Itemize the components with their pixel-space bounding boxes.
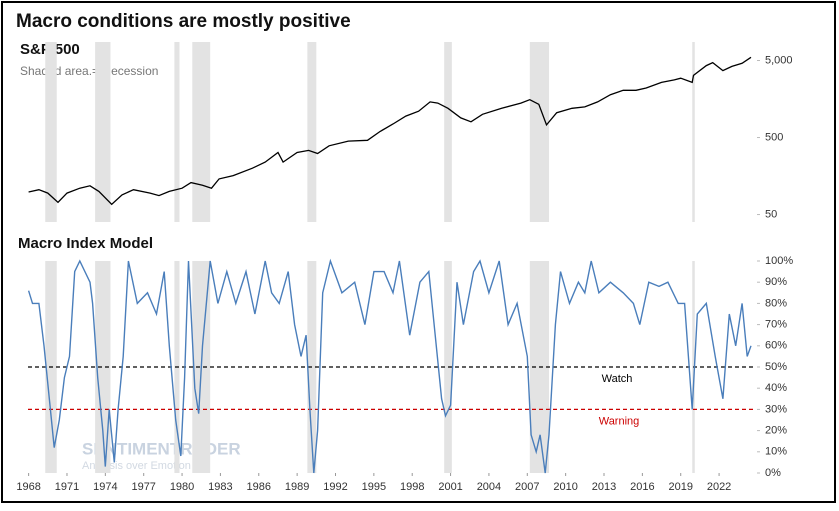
- recession-shade: [692, 42, 695, 222]
- x-tick-label: 1995: [362, 481, 386, 493]
- chart-title: Macro conditions are mostly positive: [16, 11, 351, 32]
- x-tick-label: 2019: [668, 481, 692, 493]
- y-tick-label: 50: [765, 208, 777, 220]
- threshold-label: Warning: [599, 415, 640, 427]
- recession-shade: [45, 42, 57, 222]
- y-tick-label: 80%: [765, 297, 787, 309]
- y-tick-label: 10%: [765, 446, 787, 458]
- x-tick-label: 1989: [285, 481, 309, 493]
- x-tick-label: 2001: [438, 481, 462, 493]
- series-line: [28, 56, 752, 206]
- x-tick-label: 1980: [170, 481, 194, 493]
- y-tick-label: 500: [765, 131, 783, 143]
- recession-shade: [174, 42, 180, 222]
- panel-title: Macro Index Model: [18, 235, 153, 252]
- y-tick-label: 0%: [765, 467, 781, 479]
- recession-shade: [95, 42, 111, 222]
- y-tick-label: 70%: [765, 319, 787, 331]
- y-tick-label: 60%: [765, 340, 787, 352]
- y-tick-label: 40%: [765, 382, 787, 394]
- x-tick-label: 1974: [93, 481, 117, 493]
- x-tick-label: 2004: [477, 481, 501, 493]
- x-tick-label: 1983: [208, 481, 232, 493]
- x-tick-label: 1998: [400, 481, 424, 493]
- x-tick-label: 1977: [131, 481, 155, 493]
- y-tick-label: 50%: [765, 361, 787, 373]
- x-tick-label: 1992: [323, 481, 347, 493]
- recession-shade: [192, 42, 211, 222]
- x-tick-label: 2010: [553, 481, 577, 493]
- x-tick-label: 1986: [247, 481, 271, 493]
- note: Shaded area.= Recession: [20, 64, 158, 78]
- y-tick-label: 90%: [765, 276, 787, 288]
- x-tick-label: 1968: [16, 481, 40, 493]
- recession-shade: [307, 42, 317, 222]
- x-tick-label: 2016: [630, 481, 654, 493]
- series-line: [27, 258, 752, 474]
- recession-shade: [95, 261, 111, 473]
- x-tick-label: 1971: [55, 481, 79, 493]
- y-tick-label: 30%: [765, 403, 787, 415]
- x-tick-label: 2022: [707, 481, 731, 493]
- threshold-label: Watch: [602, 373, 633, 385]
- y-tick-label: 100%: [765, 255, 793, 267]
- recession-shade: [529, 42, 550, 222]
- recession-shade: [444, 42, 452, 222]
- x-tick-label: 2007: [515, 481, 539, 493]
- y-tick-label: 5,000: [765, 54, 793, 66]
- y-tick-label: 20%: [765, 425, 787, 437]
- frame: [1, 1, 836, 503]
- x-tick-label: 2013: [592, 481, 616, 493]
